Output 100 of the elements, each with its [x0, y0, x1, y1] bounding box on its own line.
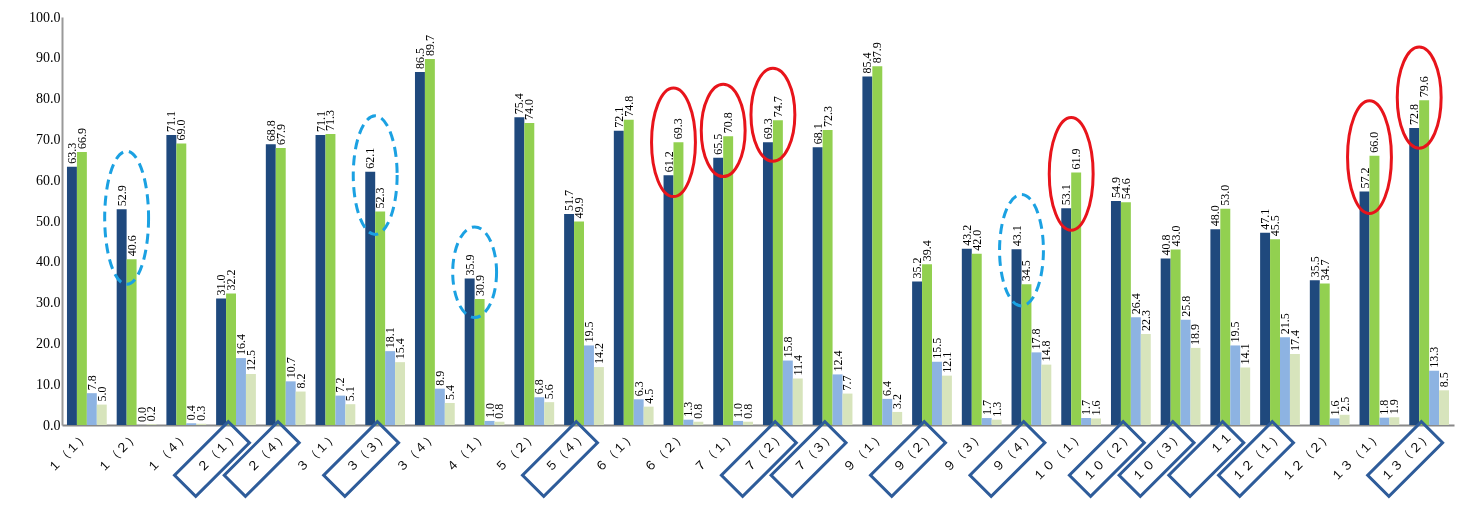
bar [1379, 417, 1390, 425]
bar [1091, 418, 1102, 425]
data-label: 0.3 [194, 405, 209, 421]
data-label: 1.7 [979, 400, 994, 416]
data-label: 13.3 [1427, 346, 1442, 368]
bar [1210, 229, 1221, 425]
bar [285, 381, 296, 425]
x-tick-label: ３（３） [342, 427, 391, 476]
data-label: 40.8 [1158, 234, 1173, 256]
bar [1369, 155, 1380, 425]
bar [613, 130, 624, 425]
bar [922, 264, 932, 425]
bar [822, 130, 833, 425]
bar [1280, 337, 1290, 425]
bar [1220, 208, 1231, 425]
data-label: 69.3 [760, 118, 775, 140]
x-tick-label: ７（２） [740, 427, 788, 476]
data-label: 72.1 [611, 106, 626, 128]
bar [1439, 390, 1450, 425]
bar [1190, 347, 1201, 425]
y-tick-label: 60.0 [36, 172, 61, 188]
bar [275, 147, 286, 425]
bar [812, 147, 823, 425]
bar [166, 134, 177, 425]
data-label: 8.5 [1437, 372, 1452, 388]
bar [464, 278, 475, 425]
data-label: 49.9 [572, 197, 587, 219]
data-label: 30.9 [472, 274, 487, 296]
data-label: 6.4 [880, 380, 895, 396]
data-label: 19.5 [581, 321, 596, 343]
data-label: 72.8 [1407, 103, 1422, 125]
data-label: 19.5 [1228, 321, 1243, 343]
bar [932, 361, 942, 425]
bar [564, 214, 575, 425]
data-label: 7.7 [840, 375, 855, 391]
bar [325, 134, 336, 425]
bar [236, 358, 246, 425]
data-label: 18.9 [1188, 323, 1203, 345]
data-label: 74.7 [770, 96, 785, 118]
data-label: 61.2 [661, 151, 676, 173]
data-label: 10.7 [283, 357, 298, 379]
data-label: 39.4 [920, 240, 935, 262]
data-label: 70.8 [721, 112, 736, 134]
x-tick-label: ９（３） [939, 427, 987, 476]
bar [1319, 283, 1330, 425]
bar [1071, 172, 1082, 425]
bar [1389, 417, 1400, 425]
bar [444, 402, 455, 425]
data-label: 79.6 [1417, 76, 1432, 98]
bar [474, 298, 485, 425]
bar [971, 253, 982, 425]
data-label: 53.1 [1059, 184, 1074, 206]
bar [1180, 319, 1191, 425]
data-label: 1.6 [1327, 400, 1342, 416]
data-label: 1.9 [1387, 399, 1402, 415]
bar [772, 120, 783, 425]
data-label: 66.0 [1367, 131, 1382, 153]
bar [633, 399, 644, 425]
data-label: 6.3 [631, 381, 646, 397]
bar [1419, 100, 1430, 425]
bar [1130, 317, 1141, 425]
bar [424, 59, 435, 425]
x-tick-label: ５（２） [491, 427, 540, 476]
bar [534, 397, 545, 425]
bar [216, 298, 227, 425]
bar [981, 418, 992, 425]
bar [385, 351, 396, 425]
data-label: 43.1 [1009, 225, 1024, 247]
bar [832, 374, 843, 425]
bar [1329, 418, 1340, 425]
bar [991, 419, 1002, 425]
bar [484, 420, 495, 425]
bar [86, 393, 97, 425]
data-label: 48.0 [1208, 205, 1223, 227]
y-tick-label: 10.0 [36, 376, 61, 392]
bar [733, 420, 744, 425]
data-label: 14.1 [1238, 343, 1253, 365]
bar [1240, 367, 1251, 425]
bar [365, 171, 376, 425]
bar [673, 142, 684, 425]
bar [434, 388, 445, 425]
data-label: 14.2 [591, 343, 606, 365]
data-label: 45.5 [1268, 215, 1283, 237]
bar [693, 421, 704, 425]
bar [762, 142, 773, 425]
bar [1170, 249, 1181, 425]
data-label: 5.4 [442, 384, 457, 400]
bar [315, 134, 326, 425]
bar [66, 166, 77, 425]
data-label: 14.8 [1039, 340, 1054, 362]
y-tick-label: 20.0 [36, 335, 61, 351]
bar [623, 119, 634, 425]
bar [295, 391, 306, 425]
bar [524, 123, 535, 425]
data-label: 0.8 [691, 403, 706, 419]
data-label: 34.5 [1019, 260, 1034, 282]
bar [265, 144, 276, 425]
data-label: 21.5 [1277, 313, 1292, 335]
data-label: 3.2 [890, 393, 905, 409]
x-tick-label: ３（１） [293, 427, 341, 476]
